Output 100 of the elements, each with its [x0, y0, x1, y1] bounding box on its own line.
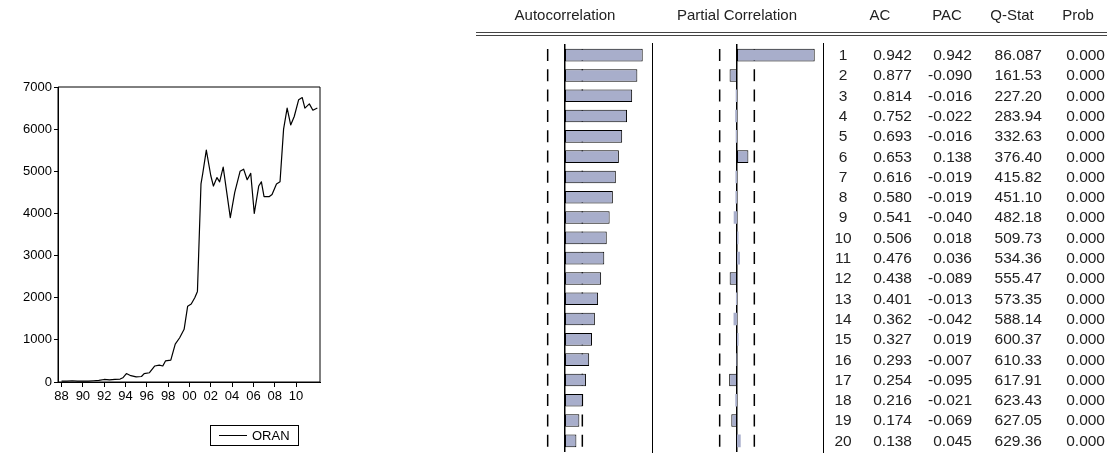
text: 451.10: [993, 188, 1042, 207]
text: Q-Stat: [990, 6, 1034, 23]
x-tick-label: 94: [118, 388, 133, 404]
y-tick-label: 5000: [23, 162, 52, 178]
y-tick-label: 15: [833, 330, 853, 349]
text: 376.40: [993, 147, 1042, 166]
data-label: 0.814: [873, 86, 912, 104]
text: AC: [869, 6, 891, 23]
data-label: -0.021: [928, 391, 972, 409]
text: 573.35: [993, 289, 1042, 308]
text: 629.36: [993, 431, 1042, 450]
data-label: 0.138: [933, 147, 972, 165]
data-label: -0.042: [928, 309, 972, 327]
data-label: -0.016: [928, 127, 972, 145]
chart-title: Partial Correlation: [676, 6, 798, 23]
text: 0.000: [1066, 127, 1105, 145]
y-tick-label: 9: [837, 208, 849, 227]
text: 600.37: [993, 330, 1042, 349]
data-label: 0.174: [873, 411, 912, 429]
y-tick-label: 19: [833, 411, 853, 430]
y-tick-label: 2000: [23, 289, 52, 305]
text: 0.000: [1066, 330, 1105, 348]
text: 0.000: [1066, 208, 1105, 226]
y-tick-label: 10: [833, 228, 853, 247]
text: 555.47: [993, 269, 1042, 288]
data-label: 0.019: [933, 330, 972, 348]
text: 332.63: [993, 127, 1042, 146]
data-label: -0.090: [928, 66, 972, 84]
y-tick-label: 2: [837, 66, 849, 85]
text: 0.000: [1066, 289, 1105, 307]
data-label: 0.506: [873, 228, 912, 246]
y-tick-label: 0: [44, 373, 52, 389]
data-label: 0.293: [873, 350, 912, 368]
text: 161.53: [993, 66, 1042, 85]
y-tick-label: 5: [837, 127, 849, 146]
bar: [733, 211, 737, 224]
data-label: 0.580: [873, 188, 912, 206]
y-tick-label: 6: [837, 147, 849, 166]
data-label: 0.752: [873, 106, 912, 124]
x-tick-label: 06: [246, 388, 261, 404]
data-label: -0.019: [928, 167, 972, 185]
text: PAC: [932, 6, 962, 23]
y-tick-label: 7000: [23, 78, 52, 94]
text: Prob: [1062, 6, 1094, 23]
x-tick-label: 92: [96, 388, 112, 404]
y-tick-label: 4000: [23, 205, 52, 221]
y-tick-label: 6000: [23, 120, 52, 136]
data-label: 0.045: [933, 431, 972, 449]
y-tick-label: 14: [833, 309, 853, 328]
data-label: -0.007: [928, 350, 972, 368]
data-label: -0.013: [928, 289, 972, 307]
text: 617.91: [993, 370, 1042, 389]
text: 627.05: [993, 411, 1042, 430]
data-label: 0.476: [873, 249, 912, 266]
data-label: 0.362: [873, 309, 912, 327]
data-label: -0.040: [928, 208, 972, 226]
text: 0.000: [1066, 309, 1105, 327]
text: 509.73: [993, 228, 1042, 247]
text: 86.087: [993, 46, 1042, 64]
text: 227.20: [993, 86, 1042, 105]
text: 0.000: [1066, 269, 1105, 287]
data-label: 0.653: [873, 147, 912, 165]
text: 0.000: [1066, 391, 1105, 409]
y-tick-label: 4: [837, 106, 849, 125]
text: 0.000: [1066, 411, 1105, 429]
data-label: 0.942: [873, 46, 912, 63]
x-tick-label: 10: [288, 388, 304, 404]
text: 534.36: [993, 249, 1042, 267]
text: 0.000: [1066, 66, 1105, 84]
y-tick-label: 3000: [23, 247, 52, 263]
text: 0.000: [1066, 228, 1105, 246]
y-tick-label: 20: [833, 431, 853, 450]
chart-title: Autocorrelation: [514, 6, 616, 23]
x-tick-label: 08: [267, 388, 282, 404]
x-tick-label: 96: [139, 388, 155, 404]
y-tick-label: 13: [833, 289, 853, 308]
x-tick-label: 04: [224, 388, 240, 404]
y-tick-label: 17: [833, 370, 853, 389]
text: 482.18: [993, 208, 1042, 227]
legend-label: ORAN: [252, 428, 290, 443]
text: 0.000: [1066, 86, 1105, 104]
y-tick-label: 11: [833, 249, 853, 267]
data-label: -0.022: [928, 106, 972, 124]
text: 0.000: [1066, 147, 1105, 165]
x-tick-label: 00: [182, 388, 197, 404]
text: 0.000: [1066, 106, 1105, 124]
bar: [737, 251, 740, 265]
text: 0.000: [1066, 431, 1105, 449]
data-label: 0.327: [873, 330, 912, 348]
data-label: 0.138: [873, 431, 912, 449]
data-label: 0.693: [873, 127, 912, 145]
y-tick-label: 8: [837, 188, 849, 207]
x-tick-label: 88: [54, 388, 69, 404]
y-tick-label: 1: [837, 46, 849, 64]
data-label: 0.401: [873, 289, 912, 307]
data-label: 0.216: [873, 391, 912, 409]
data-label: 0.877: [873, 66, 912, 84]
text: 415.82: [993, 167, 1042, 186]
x-tick-label: 02: [203, 388, 218, 404]
text: 610.33: [993, 350, 1042, 369]
